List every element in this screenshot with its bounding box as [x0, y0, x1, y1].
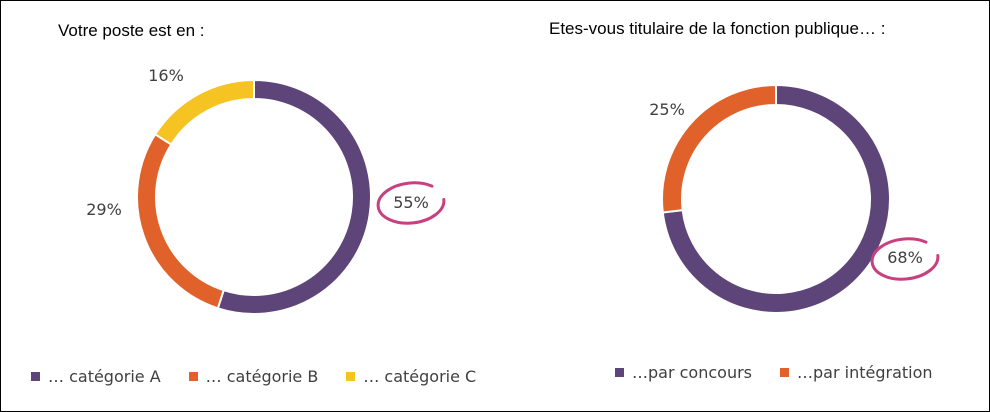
- donut-slice-1-1: [661, 83, 777, 214]
- donut-slice-0-2: [153, 78, 255, 146]
- legend-label-par-integration: …par intégration: [797, 363, 933, 382]
- legend-label-categorie-c: … catégorie C: [363, 367, 477, 386]
- chart-title-poste: Votre poste est en :: [58, 21, 205, 40]
- legend-label-categorie-b: … catégorie B: [205, 367, 319, 386]
- legend-item-par-concours: …par concours: [615, 363, 752, 382]
- legend-poste: … catégorie A … catégorie B … catégorie …: [31, 367, 476, 386]
- highlight-circle-0: [376, 181, 446, 225]
- legend-item-categorie-a: … catégorie A: [31, 367, 161, 386]
- legend-titulaire: …par concours …par intégration: [615, 363, 933, 382]
- legend-swatch-par-integration: [780, 368, 789, 377]
- legend-swatch-categorie-a: [31, 372, 40, 381]
- data-label-0-2: 16%: [148, 66, 184, 85]
- data-label-1-1: 25%: [649, 100, 685, 119]
- data-label-0-1: 29%: [86, 200, 122, 219]
- legend-swatch-par-concours: [615, 368, 624, 377]
- legend-swatch-categorie-c: [346, 372, 356, 381]
- legend-label-categorie-a: … catégorie A: [48, 367, 161, 386]
- chart-title-titulaire: Etes-vous titulaire de la fonction publi…: [549, 19, 886, 38]
- legend-swatch-categorie-b: [188, 372, 198, 381]
- legend-item-categorie-c: … catégorie C: [346, 367, 476, 386]
- highlight-circle-1: [870, 237, 940, 281]
- donut-slice-0-1: [136, 132, 225, 310]
- donut-slice-0-0: [216, 78, 372, 315]
- donut-slice-1-0: [661, 83, 891, 314]
- legend-label-par-concours: …par concours: [632, 363, 752, 382]
- data-label-1-0: 68%: [887, 248, 923, 267]
- data-label-0-0: 55%: [393, 193, 429, 212]
- legend-item-categorie-b: … catégorie B: [188, 367, 319, 386]
- legend-item-par-integration: …par intégration: [780, 363, 933, 382]
